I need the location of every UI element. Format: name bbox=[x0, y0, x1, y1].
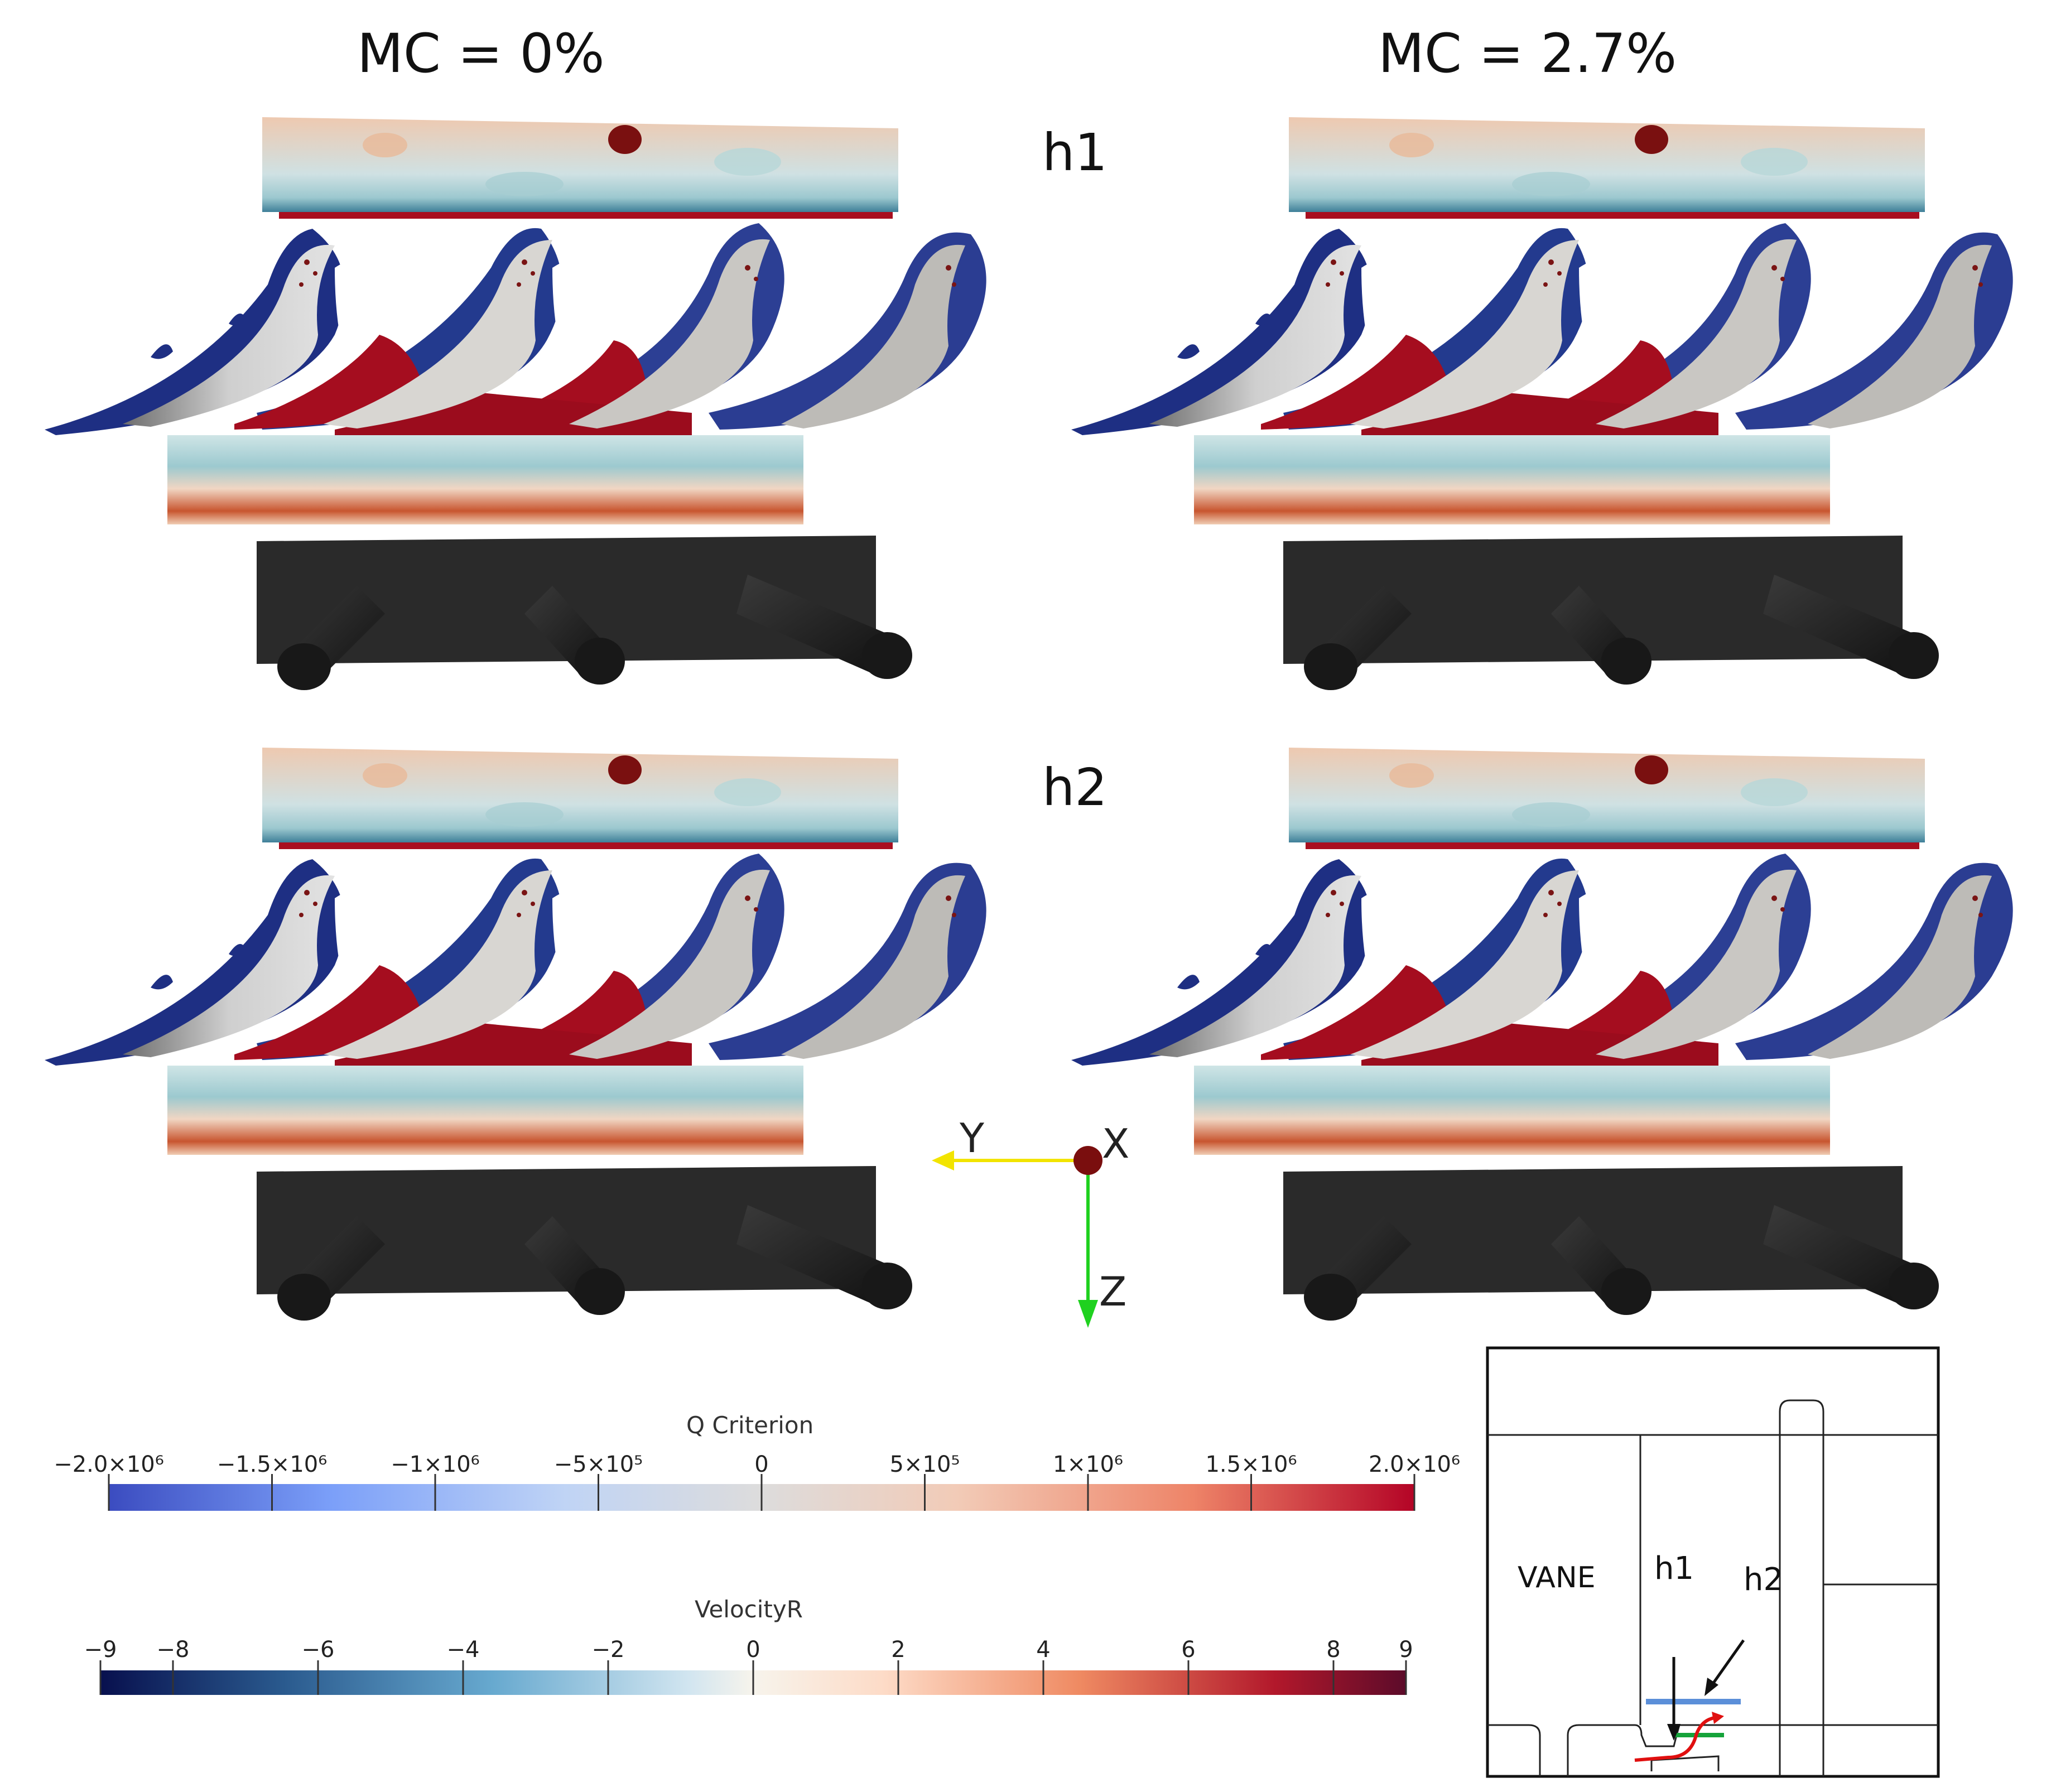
velocity-r-tick-label: −9 bbox=[84, 1637, 117, 1663]
q-criterion-tick-label: 2.0×10⁶ bbox=[1369, 1452, 1460, 1477]
velocity-r-tick-label: −4 bbox=[447, 1637, 480, 1663]
q-criterion-tick-label: 1×10⁶ bbox=[1053, 1452, 1123, 1477]
velocity-r-colorbar: −9 −8 −6 −4 −2 0 2 4 6 8 9 bbox=[84, 1637, 1413, 1695]
velocity-r-tick-label: 2 bbox=[891, 1637, 905, 1663]
q-criterion-tick-label: 0 bbox=[754, 1452, 768, 1477]
column-title-mc-0: MC = 0% bbox=[357, 22, 605, 85]
axis-z-label: Z bbox=[1099, 1268, 1126, 1315]
render-mc27-h1 bbox=[1049, 100, 2053, 692]
velocity-r-tick-label: −8 bbox=[157, 1637, 190, 1663]
q-criterion-tick-label: −2.0×10⁶ bbox=[54, 1452, 164, 1477]
q-criterion-colorbar: −2.0×10⁶ −1.5×10⁶ −1×10⁶ −5×10⁵ 0 5×10⁵ 1×10⁶ 1… bbox=[54, 1452, 1460, 1511]
inset-schematic: VANE h1 h2 bbox=[1486, 1346, 1940, 1778]
q-criterion-tick-label: 1.5×10⁶ bbox=[1205, 1452, 1297, 1477]
column-title-mc-2-7: MC = 2.7% bbox=[1378, 22, 1677, 85]
velocity-r-tick-label: 0 bbox=[746, 1637, 760, 1663]
velocity-r-tick-label: −6 bbox=[302, 1637, 335, 1663]
velocity-r-title: VelocityR bbox=[695, 1596, 803, 1623]
q-criterion-tick-label: −1×10⁶ bbox=[391, 1452, 479, 1477]
axis-y-label: Y bbox=[959, 1116, 985, 1162]
velocity-r-tick-label: 6 bbox=[1181, 1637, 1195, 1663]
render-mc0-h2 bbox=[22, 731, 1027, 1322]
velocity-r-tick-label: 4 bbox=[1036, 1637, 1050, 1663]
render-mc27-h2 bbox=[1049, 731, 2053, 1322]
q-criterion-tick-label: −1.5×10⁶ bbox=[217, 1452, 328, 1477]
axis-x-label: X bbox=[1102, 1120, 1129, 1167]
q-criterion-tick-label: 5×10⁵ bbox=[890, 1452, 960, 1477]
q-criterion-tick-label: −5×10⁵ bbox=[554, 1452, 643, 1477]
row-label-h2: h2 bbox=[1042, 758, 1108, 817]
row-label-h1: h1 bbox=[1042, 123, 1108, 182]
velocity-r-tick-label: 9 bbox=[1399, 1637, 1413, 1663]
inset-h1-label: h1 bbox=[1654, 1550, 1694, 1587]
inset-vane-label: VANE bbox=[1518, 1561, 1596, 1595]
velocity-r-tick-label: 8 bbox=[1326, 1637, 1340, 1663]
axes-triad: Y X Z bbox=[932, 1116, 1129, 1328]
inset-h2-label: h2 bbox=[1744, 1562, 1783, 1598]
velocity-r-tick-label: −2 bbox=[592, 1637, 625, 1663]
render-mc0-h1 bbox=[22, 100, 1027, 692]
q-criterion-title: Q Criterion bbox=[686, 1412, 814, 1439]
